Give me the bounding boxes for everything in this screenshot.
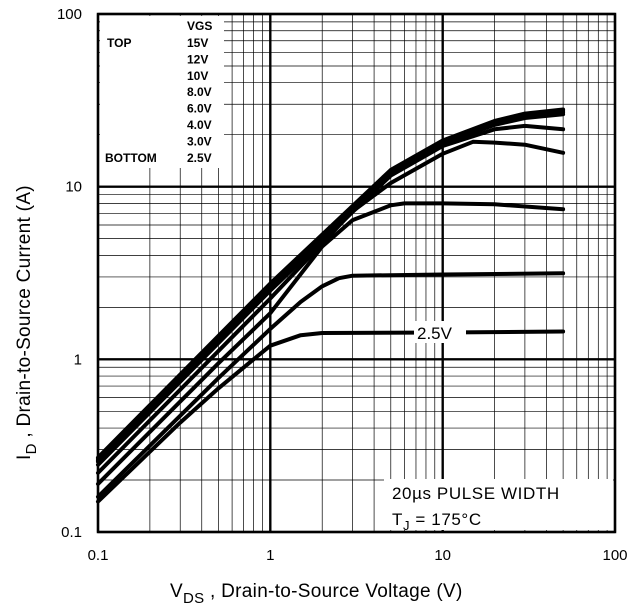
legend-value: 6.0V	[187, 102, 212, 116]
x-tick-labels: 0.1 1 10 100	[88, 547, 628, 564]
legend-top-label: TOP	[107, 36, 131, 50]
series-line-6-0v	[96, 123, 566, 467]
legend-value: 4.0V	[187, 118, 212, 132]
x-tick-label: 100	[602, 547, 627, 564]
legend-value: 3.0V	[187, 134, 212, 148]
legend-background	[100, 16, 224, 168]
y-tick-labels: 0.1 1 10 100	[57, 6, 82, 541]
curves	[96, 107, 566, 504]
series-line-4-0v	[96, 139, 566, 475]
series-line-8-0v	[96, 112, 566, 464]
annotation-tj-subscript: J	[403, 518, 410, 533]
x-axis-title: VDS , Drain-to-Source Voltage (V)	[170, 581, 463, 607]
y-axis-title-rest: , Drain-to-Source Current (A)	[14, 185, 35, 443]
x-tick-label: 0.1	[88, 547, 109, 564]
x-axis-title-subscript: DS	[183, 590, 204, 607]
annotation-pulse-width: 20µs PULSE WIDTH	[392, 484, 560, 503]
x-axis-title-rest: , Drain-to-Source Voltage (V)	[204, 581, 462, 602]
y-axis-title: ID , Drain-to-Source Current (A)	[14, 185, 40, 460]
x-tick-label: 1	[266, 547, 274, 564]
annotation-tj-value: = 175°C	[410, 510, 482, 529]
plot-frame	[96, 12, 617, 534]
y-axis-title-subscript: D	[23, 443, 40, 454]
y-tick-label: 1	[74, 351, 82, 368]
legend-header: VGS	[187, 19, 212, 33]
curve-label-background	[414, 321, 466, 343]
y-tick-label: 100	[57, 6, 82, 23]
x-axis-title-main: V	[170, 581, 183, 602]
annotation-tj-main: T	[392, 510, 403, 529]
legend-value: 15V	[187, 36, 208, 50]
legend-value: 10V	[187, 69, 208, 83]
y-tick-label: 0.1	[61, 524, 82, 541]
series-line-3-0v	[96, 201, 566, 486]
legend-value: 8.0V	[187, 85, 212, 99]
series-line-2-5v	[96, 329, 566, 504]
annotation-background	[384, 479, 613, 530]
y-axis-title-main: I	[14, 454, 35, 460]
legend-bottom-label: BOTTOM	[105, 151, 157, 165]
y-tick-label: 10	[65, 179, 82, 196]
legend-value: 12V	[187, 52, 208, 66]
legend-value: 2.5V	[187, 151, 212, 165]
series-line-2-5v-upper	[96, 271, 566, 499]
curve-label-2-5v: 2.5V	[417, 324, 453, 343]
annotation-junction-temp: TJ = 175°C	[392, 510, 482, 533]
legend-values: 15V 12V 10V 8.0V 6.0V 4.0V 3.0V 2.5V	[187, 36, 212, 165]
x-tick-label: 10	[434, 547, 451, 564]
